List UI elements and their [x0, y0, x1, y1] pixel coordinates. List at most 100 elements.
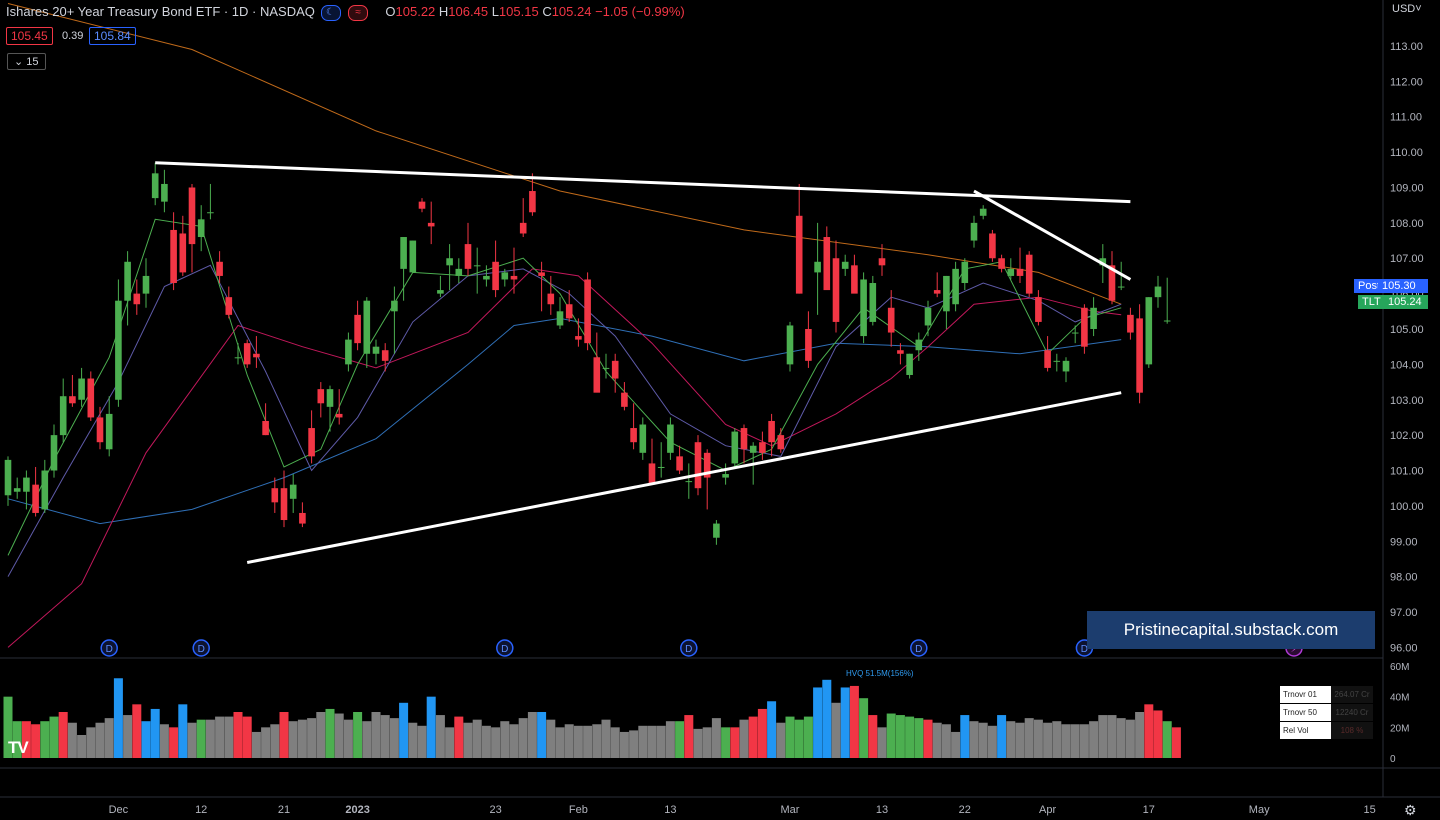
candle-body — [142, 275, 150, 294]
candle-body — [32, 484, 39, 513]
sell-price-button[interactable]: 105.45 — [6, 27, 53, 45]
candle-body — [1154, 286, 1162, 298]
volume-bar — [426, 696, 436, 758]
candle-body — [740, 428, 748, 450]
volume-bar — [739, 719, 749, 758]
volume-bar — [730, 727, 740, 758]
candle-body — [897, 350, 904, 354]
wave-icon[interactable]: ≈ — [348, 4, 369, 21]
candle-body — [529, 191, 536, 213]
volume-bar — [546, 719, 556, 758]
candle-body — [832, 258, 840, 322]
chart-header: Ishares 20+ Year Treasury Bond ETF · 1D … — [6, 4, 685, 21]
volume-bar — [960, 715, 970, 758]
candle-body — [1053, 360, 1061, 362]
time-tick-label: Feb — [569, 804, 588, 816]
volume-tick-label: 40M — [1390, 693, 1409, 704]
volume-bar — [638, 725, 648, 758]
volume-bar — [408, 722, 418, 758]
volume-bar — [997, 715, 1007, 758]
candle-body — [1145, 297, 1153, 365]
volume-bar — [776, 722, 786, 758]
volume-bar — [353, 712, 363, 758]
candle-body — [933, 290, 941, 294]
volume-bar — [334, 713, 344, 758]
watermark-banner: Pristinecapital.substack.com — [1087, 611, 1375, 649]
volume-bar — [1006, 721, 1016, 758]
candle-body — [78, 378, 85, 400]
candle-body — [280, 488, 288, 521]
volume-bar — [371, 712, 381, 758]
candle-body — [1108, 265, 1116, 301]
volume-bar — [67, 722, 77, 758]
volume-bar — [21, 721, 31, 758]
time-tick-label: 23 — [489, 804, 501, 816]
indicators-toggle[interactable]: ⌄ 15 — [7, 53, 46, 70]
volume-bar — [1015, 722, 1025, 758]
candle-body — [979, 208, 987, 216]
candle-body — [115, 300, 122, 400]
volume-bar — [169, 727, 179, 758]
currency-selector[interactable]: USD˅ — [1392, 3, 1422, 15]
volume-bar — [849, 685, 859, 758]
dividend-marker — [192, 639, 210, 657]
volume-bar — [279, 712, 289, 758]
candle-body — [363, 300, 371, 354]
buy-price-button[interactable]: 105.84 — [89, 27, 136, 45]
spread-value: 0.39 — [62, 30, 84, 42]
candle-body — [335, 413, 343, 418]
candle-body — [243, 343, 251, 365]
candle-body — [161, 183, 168, 202]
candle-body — [722, 474, 729, 478]
volume-bar — [905, 716, 915, 758]
volume-bar — [1043, 722, 1053, 758]
price-tick-label: 96.00 — [1390, 642, 1418, 654]
candle-body — [685, 481, 693, 483]
candle-body — [869, 283, 877, 322]
price-tick-label: 100.00 — [1390, 501, 1424, 513]
volume-bar — [629, 730, 639, 758]
dividend-marker — [910, 639, 928, 657]
candle-body — [943, 275, 950, 312]
candle-body — [519, 222, 527, 234]
volume-bar — [31, 724, 41, 758]
price-tick-label: 107.00 — [1390, 253, 1424, 265]
candle-body — [777, 435, 785, 450]
volume-bar — [803, 716, 813, 758]
candle-body — [1081, 307, 1088, 347]
volume-bar — [1116, 718, 1126, 758]
volume-bar — [417, 725, 427, 758]
volume-bar — [665, 721, 675, 758]
candle-body — [317, 389, 325, 404]
candle-body — [952, 268, 959, 305]
volume-bar — [1162, 721, 1172, 758]
candle-body — [565, 304, 573, 319]
candle-body — [170, 229, 177, 284]
volume-bar — [721, 727, 731, 758]
moon-icon[interactable]: ☾ — [320, 4, 341, 21]
candle-body — [437, 290, 444, 294]
candle-body — [455, 268, 463, 276]
moving-average-line — [7, 317, 1122, 525]
candle-body — [1025, 254, 1033, 294]
dividend-marker — [496, 639, 514, 657]
turnover-row: Trnovr 01 264.07 Cr — [1280, 686, 1373, 703]
gear-icon[interactable]: ⚙ — [1404, 802, 1417, 818]
price-tick-label: 99.00 — [1390, 536, 1418, 548]
price-tick-label: 97.00 — [1390, 607, 1418, 619]
symbol-title[interactable]: Ishares 20+ Year Treasury Bond ETF · 1D … — [6, 4, 315, 19]
volume-bar — [325, 708, 335, 758]
price-tick-label: 101.00 — [1390, 466, 1424, 478]
candle-body — [1062, 360, 1070, 372]
candle-body — [805, 329, 812, 361]
candle-body — [1090, 307, 1097, 329]
volume-bar — [1024, 718, 1034, 758]
time-tick-label: 13 — [876, 804, 888, 816]
volume-bar — [288, 721, 298, 758]
volume-bar — [500, 721, 510, 758]
candle-body — [621, 392, 628, 407]
candle-body — [69, 396, 76, 404]
tradingview-logo[interactable]: TV — [8, 738, 29, 757]
dividend-marker-label: D — [106, 644, 113, 655]
